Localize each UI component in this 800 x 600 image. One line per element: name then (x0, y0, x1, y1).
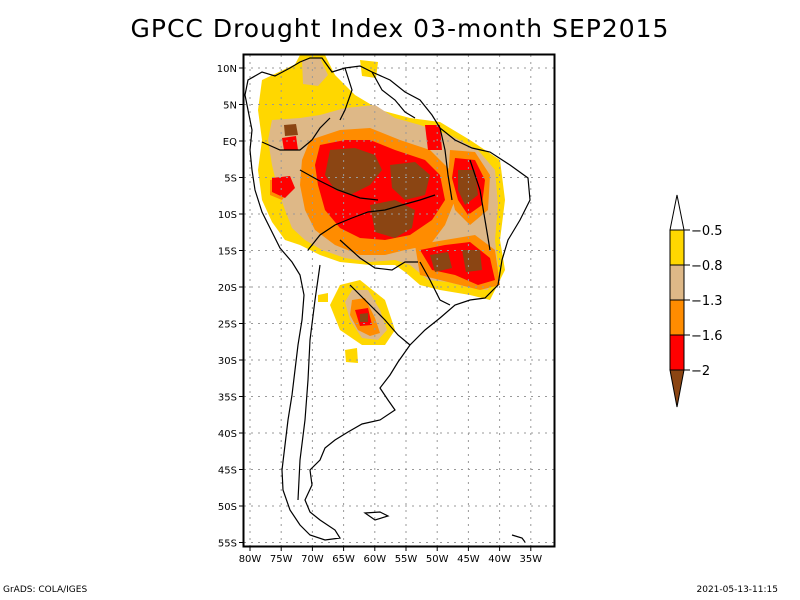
colorbar-box (669, 299, 685, 336)
colorbar-box (669, 264, 685, 301)
map-title: GPCC Drought Index 03-month SEP2015 (130, 14, 670, 43)
colorbar-extension-bottom (669, 369, 685, 408)
fill-brown (284, 124, 482, 322)
y-tick-label: 30S (218, 356, 237, 367)
colorbar-label: −0.8 (691, 259, 723, 274)
y-tick-label: 35S (218, 393, 237, 404)
y-tick-label: 20S (218, 283, 237, 294)
colorbar-box (669, 229, 685, 266)
x-tick-label: 75W (270, 554, 293, 565)
colorbar: −0.5 −0.8 −1.3 −1.6 −2 (669, 194, 723, 408)
colorbar-extension-top (669, 194, 685, 231)
plot-frame (242, 53, 556, 548)
x-tick-label: 80W (239, 554, 262, 565)
y-tick-label: 10N (217, 64, 237, 75)
colorbar-label: −1.3 (691, 294, 723, 309)
y-tick-label: 15S (218, 247, 237, 258)
timestamp: 2021-05-13-11:15 (696, 585, 779, 595)
drought-fill-layer (258, 55, 505, 363)
colorbar-label: −2 (691, 364, 710, 379)
colorbar-label: −0.5 (691, 224, 723, 239)
colorbar-box (669, 334, 685, 371)
x-tick-label: 45W (457, 554, 480, 565)
x-tick-label: 35W (519, 554, 542, 565)
y-tick-label: 25S (218, 320, 237, 331)
x-tick-label: 40W (488, 554, 511, 565)
y-tick-label: 10S (218, 210, 237, 221)
y-axis: 10N 5N EQ 5S 10S 15S 20S 25S 30S 35S 40S 45S 50S 55S (217, 64, 244, 550)
y-tick-label: 40S (218, 429, 237, 440)
coastline (244, 57, 531, 543)
y-tick-label: 5S (224, 174, 237, 185)
y-tick-label: 5N (223, 101, 237, 112)
x-tick-label: 50W (426, 554, 449, 565)
x-tick-label: 55W (395, 554, 418, 565)
x-tick-label: 60W (363, 554, 386, 565)
y-tick-label: EQ (223, 137, 237, 148)
colorbar-label: −1.6 (691, 329, 723, 344)
x-axis: 80W 75W 70W 65W 60W 55W 50W 45W 40W 35W (239, 546, 542, 565)
y-tick-label: 45S (218, 466, 237, 477)
grads-credit: GrADS: COLA/IGES (3, 585, 88, 595)
x-tick-label: 70W (301, 554, 324, 565)
y-tick-label: 55S (218, 539, 237, 550)
y-tick-label: 50S (218, 502, 237, 513)
x-tick-label: 65W (332, 554, 355, 565)
